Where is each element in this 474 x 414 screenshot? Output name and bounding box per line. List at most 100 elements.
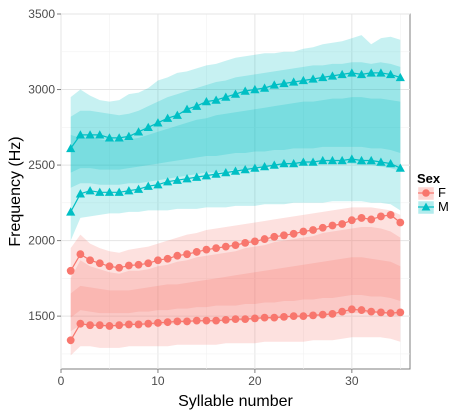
point-m-upper bbox=[192, 101, 202, 110]
point-m-lower bbox=[298, 157, 308, 166]
point-m-upper bbox=[182, 104, 192, 113]
point-f-lower bbox=[154, 319, 162, 327]
point-f-upper bbox=[76, 250, 85, 259]
point-m-upper bbox=[133, 127, 144, 136]
point-f-upper bbox=[318, 223, 327, 232]
point-m-lower bbox=[85, 186, 95, 195]
point-f-lower bbox=[289, 312, 298, 321]
point-f-lower bbox=[124, 320, 133, 329]
y-axis-title: Frequency (Hz) bbox=[7, 136, 24, 246]
x-tick-label: 10 bbox=[151, 374, 165, 388]
point-m-lower bbox=[95, 187, 105, 196]
point-f-upper bbox=[66, 266, 75, 275]
point-m-upper bbox=[327, 71, 338, 80]
band-m-3 bbox=[70, 97, 401, 173]
point-m-lower bbox=[221, 168, 231, 177]
point-f-upper bbox=[192, 248, 201, 256]
point-f-lower bbox=[270, 313, 279, 322]
point-f-lower bbox=[76, 319, 85, 328]
point-m-lower bbox=[395, 163, 405, 172]
x-tick-label: 20 bbox=[248, 374, 262, 388]
point-m-lower bbox=[386, 158, 396, 168]
point-f-upper bbox=[250, 237, 259, 246]
point-m-upper bbox=[85, 130, 95, 139]
point-m-lower bbox=[163, 177, 173, 186]
point-f-lower bbox=[134, 320, 143, 329]
band-f-3 bbox=[70, 257, 401, 318]
y-axis-ticks: 1500 2000 2500 3000 3500 bbox=[28, 7, 61, 323]
point-m-upper bbox=[240, 86, 250, 95]
point-f-upper bbox=[163, 254, 172, 263]
point-f-upper bbox=[134, 260, 143, 269]
point-f-lower bbox=[66, 336, 75, 345]
point-m-lower bbox=[279, 158, 289, 168]
point-f-lower bbox=[357, 306, 366, 314]
point-m-upper bbox=[201, 97, 212, 106]
x-tick-label: 0 bbox=[58, 374, 65, 388]
point-f-upper bbox=[270, 232, 279, 241]
point-m-upper bbox=[153, 118, 163, 127]
point-f-upper bbox=[377, 212, 385, 221]
point-m-lower bbox=[308, 157, 318, 166]
point-f-upper bbox=[328, 221, 337, 230]
point-m-upper bbox=[318, 72, 328, 82]
x-axis-title: Syllable number bbox=[178, 393, 293, 410]
point-f-upper bbox=[396, 218, 405, 227]
point-f-lower bbox=[212, 316, 221, 325]
point-f-lower bbox=[318, 310, 327, 319]
point-f-lower bbox=[202, 316, 211, 325]
point-f-upper bbox=[173, 251, 182, 260]
point-f-upper bbox=[221, 242, 230, 251]
y-tick-label: 3500 bbox=[28, 7, 55, 21]
point-m-lower bbox=[337, 155, 347, 165]
x-tick-label: 30 bbox=[345, 374, 359, 388]
point-m-upper bbox=[211, 95, 221, 104]
point-f-lower bbox=[386, 309, 395, 318]
point-f-lower bbox=[328, 309, 337, 318]
point-f-lower bbox=[163, 318, 172, 327]
point-m-upper bbox=[308, 74, 318, 83]
point-m-upper bbox=[230, 89, 241, 98]
band-m-2 bbox=[70, 62, 401, 188]
point-f-upper bbox=[338, 220, 347, 228]
point-f-lower bbox=[95, 321, 104, 330]
point-f-upper bbox=[309, 226, 317, 234]
point-f-lower bbox=[280, 312, 288, 321]
point-f-lower bbox=[183, 317, 191, 326]
point-f-upper bbox=[299, 227, 308, 236]
point-f-lower bbox=[260, 313, 269, 322]
point-m-upper bbox=[75, 130, 85, 139]
point-m-lower bbox=[259, 161, 270, 171]
legend-marker-m bbox=[421, 202, 431, 211]
point-m-upper bbox=[163, 113, 173, 122]
point-f-lower bbox=[377, 308, 385, 317]
point-m-upper bbox=[124, 131, 134, 141]
point-f-lower bbox=[221, 316, 230, 324]
point-m-upper bbox=[269, 80, 279, 89]
legend-title: Sex bbox=[417, 171, 441, 186]
point-f-lower bbox=[241, 315, 250, 324]
point-m-upper bbox=[386, 69, 396, 79]
point-m-lower bbox=[356, 155, 367, 165]
point-m-upper bbox=[172, 110, 182, 119]
point-m-lower bbox=[230, 166, 241, 175]
point-f-lower bbox=[86, 321, 94, 330]
y-tick-label: 3000 bbox=[28, 83, 55, 97]
point-m-lower bbox=[143, 181, 153, 190]
point-f-lower bbox=[347, 305, 356, 314]
point-f-upper bbox=[95, 259, 104, 268]
point-m-lower bbox=[124, 186, 134, 195]
point-f-lower bbox=[231, 315, 240, 324]
point-m-lower bbox=[172, 175, 182, 184]
point-f-upper bbox=[154, 256, 162, 265]
point-m-upper bbox=[95, 130, 105, 139]
point-f-upper bbox=[124, 261, 133, 270]
point-m-upper bbox=[259, 83, 270, 92]
point-f-upper bbox=[231, 241, 240, 250]
point-m-upper bbox=[376, 68, 386, 77]
point-m-upper bbox=[337, 69, 347, 79]
point-m-lower bbox=[327, 155, 338, 165]
point-m-lower bbox=[269, 160, 279, 169]
point-f-upper bbox=[289, 229, 298, 238]
